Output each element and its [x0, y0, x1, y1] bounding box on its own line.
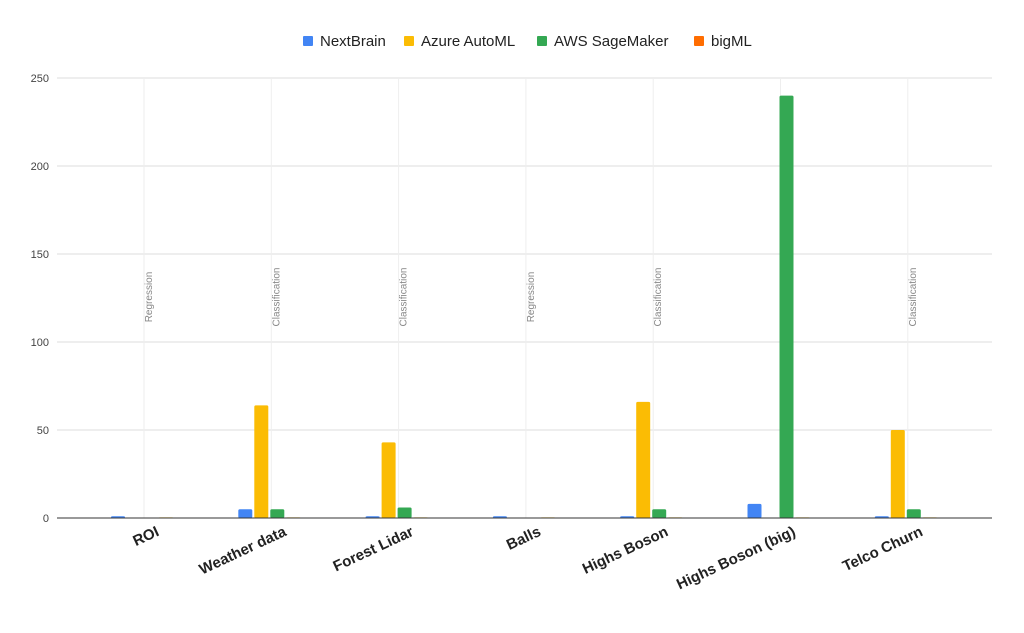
legend-label: AWS SageMaker: [554, 33, 669, 50]
bars: [111, 95, 937, 518]
legend-item: bigML: [694, 33, 752, 50]
category-type-labels: Regression Classification Classification Re…: [144, 268, 919, 327]
bar-aws-sagemaker: [270, 509, 285, 518]
gridlines: [57, 77, 992, 518]
x-tick-label: Highs Boson: [580, 523, 671, 577]
bar-azure-automl: [636, 401, 651, 518]
category-type-label: Regression: [526, 272, 537, 323]
bar-nextbrain: [238, 509, 253, 518]
bar-azure-automl: [381, 442, 396, 518]
legend-label: bigML: [711, 33, 752, 50]
y-axis-ticks: 0 50 100 150 200 250: [31, 73, 49, 525]
bar-azure-automl: [890, 430, 905, 518]
bar-aws-sagemaker: [397, 507, 412, 518]
y-tick-label: 250: [31, 73, 49, 85]
legend-swatch: [694, 36, 704, 46]
y-tick-label: 100: [31, 337, 49, 349]
category-type-label: Classification: [399, 268, 410, 327]
bar-aws-sagemaker: [906, 509, 921, 518]
legend-item: NextBrain: [303, 33, 386, 50]
bar-nextbrain: [747, 503, 762, 518]
x-axis-category-labels: ROI Weather data Forest Lidar Balls Highs Bo…: [130, 523, 925, 593]
x-tick-label: ROI: [130, 523, 161, 550]
y-tick-label: 150: [31, 249, 49, 261]
legend-label: Azure AutoML: [421, 33, 515, 50]
y-tick-label: 50: [37, 425, 49, 437]
legend-label: NextBrain: [320, 33, 386, 50]
category-type-label: Classification: [271, 268, 282, 327]
x-tick-label: Forest Lidar: [331, 523, 417, 575]
legend-swatch: [537, 36, 547, 46]
x-tick-label: Balls: [504, 523, 544, 554]
legend-item: Azure AutoML: [404, 33, 515, 50]
x-tick-label: Telco Churn: [840, 523, 925, 575]
bar-azure-automl: [254, 405, 269, 518]
category-type-label: Classification: [653, 268, 664, 327]
y-tick-label: 200: [31, 161, 49, 173]
legend-swatch: [404, 36, 414, 46]
legend-item: AWS SageMaker: [537, 33, 669, 50]
bar-aws-sagemaker: [779, 95, 794, 518]
bar-aws-sagemaker: [652, 509, 667, 518]
chart-legend: NextBrain Azure AutoML AWS SageMaker bigML: [303, 33, 752, 50]
y-tick-label: 0: [43, 513, 49, 525]
x-tick-label: Highs Boson (big): [674, 523, 798, 593]
legend-swatch: [303, 36, 313, 46]
category-type-label: Regression: [144, 272, 155, 323]
x-tick-label: Weather data: [197, 523, 290, 578]
category-type-label: Classification: [908, 268, 919, 327]
